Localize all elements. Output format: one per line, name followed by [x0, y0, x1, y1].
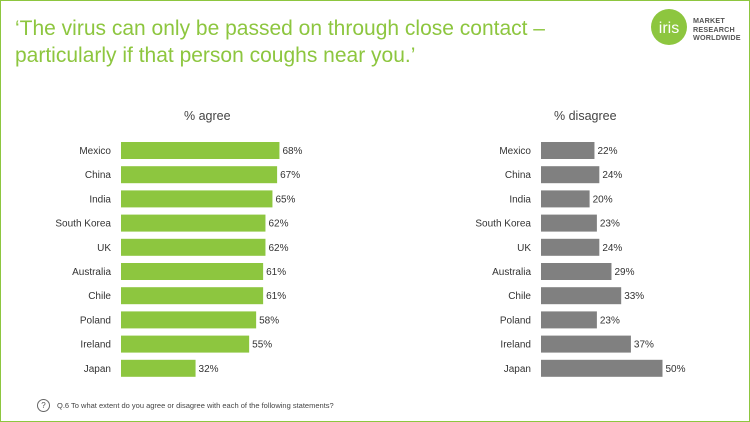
disagree-category-label: Japan — [504, 364, 531, 375]
agree-category-label: India — [89, 194, 111, 205]
agree-category-label: South Korea — [55, 219, 111, 230]
agree-value-label: 68% — [282, 146, 302, 157]
disagree-category-label: Chile — [508, 291, 531, 302]
logo-circle — [651, 9, 687, 45]
disagree-value-label: 20% — [593, 194, 613, 205]
logo-line-1: MARKET — [693, 16, 725, 25]
question-circle-icon: ? — [37, 399, 50, 412]
agree-value-label: 55% — [252, 340, 272, 351]
slide-title: ‘The virus can only be passed on through… — [15, 17, 545, 67]
disagree-value-label: 22% — [597, 146, 617, 157]
agree-bar — [121, 287, 264, 305]
agree-bar — [121, 311, 257, 329]
agree-category-label: Australia — [72, 267, 111, 278]
agree-category-label: Poland — [80, 315, 111, 326]
agree-category-label: Mexico — [79, 146, 111, 157]
disagree-category-label: China — [505, 170, 532, 181]
agree-series: Mexico 68% China 67% India 65% South Korea 62% U… — [55, 142, 303, 377]
disagree-bar — [541, 335, 631, 353]
disagree-category-label: India — [509, 194, 531, 205]
agree-value-label: 67% — [280, 170, 300, 181]
disagree-category-label: Mexico — [499, 146, 531, 157]
agree-bar — [121, 190, 273, 208]
disagree-value-label: 24% — [602, 170, 622, 181]
agree-value-label: 58% — [259, 315, 279, 326]
disagree-bar — [541, 311, 597, 329]
disagree-bar — [541, 238, 600, 256]
disagree-bar — [541, 359, 663, 377]
disagree-category-label: South Korea — [475, 219, 531, 230]
agree-bar — [121, 142, 280, 159]
agree-category-label: UK — [97, 243, 111, 254]
footer-question-text: Q.6 To what extent do you agree or disag… — [57, 401, 334, 410]
agree-value-label: 32% — [199, 364, 219, 375]
agree-bar — [121, 359, 196, 377]
disagree-value-label: 29% — [614, 267, 634, 278]
disagree-bar — [541, 166, 600, 184]
disagree-value-label: 24% — [602, 243, 622, 254]
disagree-bar — [541, 142, 595, 159]
disagree-category-label: Poland — [500, 315, 531, 326]
agree-category-label: Japan — [84, 364, 111, 375]
logo-text: MARKET RESEARCH WORLDWIDE — [693, 16, 741, 43]
agree-value-label: 61% — [266, 291, 286, 302]
disagree-value-label: 50% — [666, 364, 686, 375]
agree-category-label: Chile — [88, 291, 111, 302]
agree-chart-title: % agree — [184, 109, 231, 123]
agree-bar — [121, 214, 266, 232]
logo-line-3: WORLDWIDE — [693, 33, 741, 42]
disagree-series: Mexico 22% China 24% India 20% South Korea 23% U… — [475, 142, 686, 377]
agree-bar — [121, 238, 266, 256]
disagree-bar — [541, 214, 597, 232]
disagree-bar — [541, 287, 622, 305]
agree-bar — [121, 263, 264, 280]
agree-category-label: Ireland — [80, 340, 111, 351]
disagree-chart-title: % disagree — [554, 109, 617, 123]
agree-value-label: 65% — [275, 194, 295, 205]
agree-value-label: 61% — [266, 267, 286, 278]
agree-category-label: China — [85, 170, 112, 181]
disagree-category-label: UK — [517, 243, 531, 254]
disagree-bar — [541, 190, 590, 208]
disagree-value-label: 23% — [600, 315, 620, 326]
iris-logo: iris — [651, 9, 687, 45]
disagree-value-label: 23% — [600, 219, 620, 230]
disagree-category-label: Ireland — [500, 340, 531, 351]
agree-bar — [121, 335, 250, 353]
agree-value-label: 62% — [268, 243, 288, 254]
disagree-value-label: 37% — [634, 340, 654, 351]
logo-wordmark: iris — [659, 20, 679, 37]
agree-bar — [121, 166, 278, 184]
disagree-value-label: 33% — [624, 291, 644, 302]
disagree-category-label: Australia — [492, 267, 531, 278]
footer-note: ? Q.6 To what extent do you agree or dis… — [37, 399, 334, 412]
agree-value-label: 62% — [268, 219, 288, 230]
disagree-bar — [541, 263, 612, 280]
logo-line-2: RESEARCH — [693, 24, 735, 34]
